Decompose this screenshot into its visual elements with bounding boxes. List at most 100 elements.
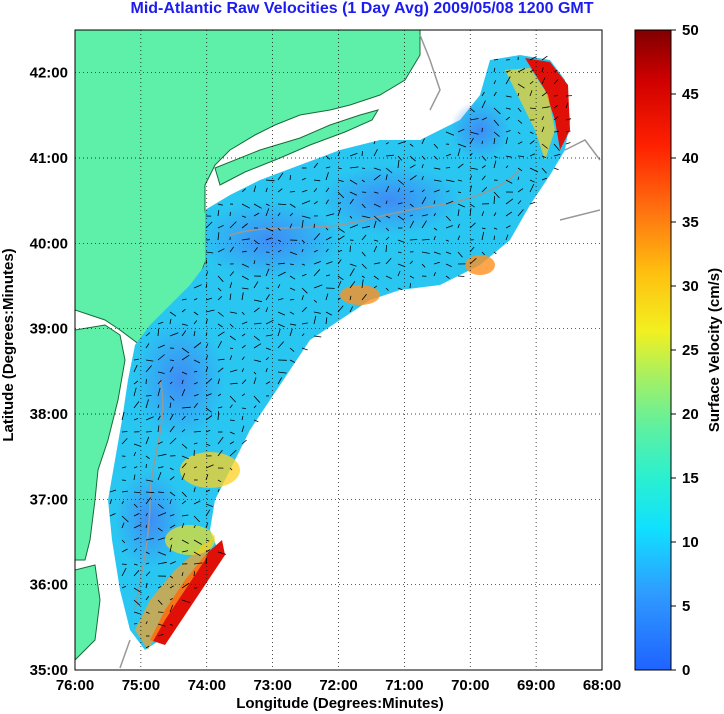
velocity-arrow <box>445 215 451 222</box>
velocity-arrow <box>181 539 189 544</box>
velocity-arrow <box>349 191 358 196</box>
velocity-arrow <box>229 323 234 328</box>
velocity-arrow <box>109 499 112 505</box>
velocity-arrow <box>157 623 166 627</box>
velocity-arrow <box>229 369 238 373</box>
velocity-arrow <box>193 419 199 421</box>
velocity-arrow <box>361 203 366 209</box>
velocity-arrow <box>457 128 465 133</box>
velocity-arrow <box>205 343 209 349</box>
velocity-arrow <box>169 381 173 385</box>
velocity-arrow <box>181 347 190 354</box>
velocity-arrow <box>253 260 256 265</box>
velocity-arrow <box>145 399 149 409</box>
velocity-arrow <box>337 151 341 157</box>
velocity-arrow <box>169 491 176 497</box>
velocity-arrow <box>193 382 198 385</box>
velocity-arrow <box>505 155 512 158</box>
velocity-arrow <box>529 131 534 134</box>
velocity-arrow <box>241 287 249 290</box>
velocity-arrow <box>313 223 315 229</box>
x-tick-labels: 76:00 75:00 74:00 73:00 72:00 71:00 70:00 69:00… <box>56 677 621 694</box>
velocity-arrow <box>481 165 486 169</box>
velocity-arrow <box>301 189 308 193</box>
velocity-arrow <box>493 227 498 230</box>
velocity-arrow <box>493 195 495 205</box>
velocity-arrow <box>481 91 485 97</box>
velocity-arrow <box>457 223 460 229</box>
velocity-arrow <box>397 263 406 268</box>
velocity-arrow <box>493 131 500 137</box>
velocity-arrow <box>145 571 151 577</box>
velocity-arrow <box>169 585 174 589</box>
velocity-arrow <box>253 405 257 409</box>
velocity-arrow <box>169 395 175 401</box>
velocity-arrow <box>481 100 486 109</box>
velocity-arrow <box>349 280 356 289</box>
velocity-arrow <box>421 214 428 217</box>
y-tick-label: 40:00 <box>30 235 68 252</box>
velocity-arrow <box>301 295 304 301</box>
velocity-arrow <box>517 155 525 157</box>
velocity-arrow <box>433 189 440 193</box>
velocity-arrow <box>433 143 439 149</box>
velocity-arrow <box>481 211 485 217</box>
velocity-arrow <box>121 585 127 589</box>
y-tick-label: 35:00 <box>30 662 68 679</box>
map-title: Mid-Atlantic Raw Velocities (1 Day Avg) … <box>0 0 724 24</box>
velocity-arrow <box>337 235 345 241</box>
velocity-arrow <box>373 239 379 242</box>
velocity-arrow <box>541 126 545 133</box>
velocity-arrow <box>409 203 414 208</box>
velocity-arrow <box>433 272 436 277</box>
velocity-arrow <box>373 262 381 265</box>
velocity-arrow <box>553 105 559 109</box>
velocity-arrow <box>325 274 331 277</box>
velocity-arrow <box>457 275 465 277</box>
velocity-arrow <box>145 359 154 362</box>
velocity-arrow <box>169 544 172 553</box>
velocity-arrow <box>517 200 522 205</box>
velocity-arrow <box>133 491 141 494</box>
velocity-arrow <box>565 130 571 133</box>
velocity-arrow <box>241 368 245 373</box>
velocity-arrow <box>157 379 162 385</box>
velocity-arrow <box>193 562 203 565</box>
velocity-arrow <box>193 284 202 289</box>
velocity-arrow <box>325 199 329 205</box>
velocity-arrow <box>493 59 499 61</box>
velocity-arrow <box>265 347 271 351</box>
velocity-arrow <box>493 119 500 126</box>
velocity-arrow <box>505 211 513 217</box>
velocity-arrow <box>265 227 274 232</box>
velocity-arrow <box>181 308 186 313</box>
velocity-arrow <box>133 623 138 625</box>
velocity-arrow <box>481 231 485 241</box>
velocity-arrow <box>181 462 187 469</box>
velocity-arrow <box>229 355 233 361</box>
velocity-arrow <box>457 163 464 169</box>
velocity-arrow <box>229 335 236 341</box>
velocity-arrow <box>457 209 460 217</box>
colorbar-ticks: 0 5 10 15 20 25 30 35 40 45 50 <box>671 22 699 679</box>
velocity-arrow <box>385 154 394 157</box>
velocity-arrow <box>121 466 127 469</box>
velocity-arrow <box>373 203 381 208</box>
velocity-arrow <box>517 141 523 145</box>
velocity-arrow <box>337 191 345 199</box>
velocity-arrow <box>217 411 220 421</box>
velocity-arrow <box>541 66 544 73</box>
velocity-arrow <box>217 275 224 282</box>
velocity-arrow <box>241 263 249 268</box>
velocity-arrow <box>565 118 572 121</box>
velocity-arrow <box>181 599 191 603</box>
y-tick-label: 36:00 <box>30 577 68 594</box>
x-tick-label: 74:00 <box>188 677 226 694</box>
velocity-arrow <box>181 389 186 397</box>
velocity-arrow <box>265 357 269 361</box>
velocity-arrow <box>241 425 245 433</box>
velocity-arrow <box>373 191 379 194</box>
velocity-arrow <box>193 402 199 409</box>
colorbar-tick-label: 5 <box>682 598 690 615</box>
velocity-arrow <box>229 246 235 253</box>
